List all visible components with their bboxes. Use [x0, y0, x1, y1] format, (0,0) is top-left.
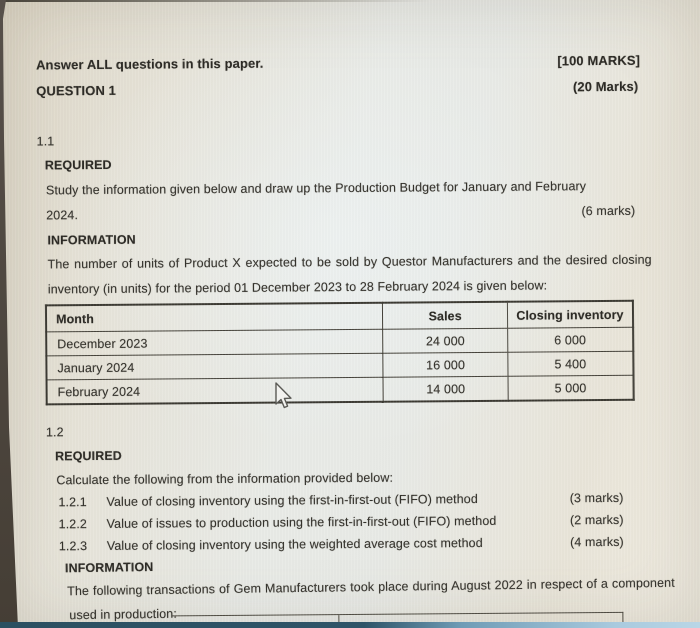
sub-question-text: Value of closing inventory using the wei…	[106, 535, 483, 553]
info-paragraph-line2: inventory (in units) for the period 01 D…	[47, 278, 548, 297]
total-marks: [100 MARKS]	[557, 52, 641, 69]
required-label-2: REQUIRED	[55, 448, 122, 464]
sub-question-text: Value of closing inventory using the fir…	[106, 492, 478, 509]
calculate-intro: Calculate the following from the informa…	[56, 470, 394, 488]
sub-question-marks: (2 marks)	[569, 512, 624, 528]
cell-month: February 2024	[46, 377, 384, 405]
col-header-month: Month	[45, 302, 384, 332]
col-header-closing-inventory: Closing inventory	[507, 300, 634, 329]
cell-closing: 5 400	[507, 351, 634, 377]
section-1-2-number: 1.2	[45, 425, 64, 440]
cell-month: January 2024	[46, 353, 384, 380]
sub-question-number: 1.2.3	[58, 539, 88, 554]
col-header-sales: Sales	[382, 301, 508, 330]
sub-question-1-2-3: 1.2.3 Value of closing inventory using t…	[59, 535, 624, 553]
task-text-line1: Study the information given below and dr…	[45, 179, 587, 198]
task-text-line2: 2024.	[46, 208, 79, 223]
cell-month: December 2023	[46, 329, 384, 356]
sub-question-1-2-1: 1.2.1 Value of closing inventory using t…	[58, 491, 623, 509]
sub-question-marks: (4 marks)	[570, 534, 624, 550]
gem-info-line2: used in production:	[69, 606, 177, 623]
sub-question-number: 1.2.1	[58, 495, 87, 510]
cell-sales: 14 000	[383, 376, 509, 402]
cell-closing: 6 000	[507, 327, 634, 353]
sub-question-1-2-2: 1.2.2 Value of issues to production usin…	[59, 513, 624, 531]
section-1-1-number: 1.1	[36, 134, 55, 149]
screen-bottom-edge	[0, 622, 700, 628]
paper-header-row: Answer ALL questions in this paper. [100…	[36, 53, 640, 73]
question-marks: (20 Marks)	[572, 78, 639, 95]
answer-instruction: Answer ALL questions in this paper.	[35, 55, 264, 73]
gem-info-line1: The following transactions of Gem Manufa…	[67, 575, 675, 599]
question-title: QUESTION 1	[36, 82, 117, 99]
sub-question-number: 1.2.2	[58, 517, 88, 532]
cell-sales: 16 000	[383, 352, 508, 378]
sub-question-marks: (3 marks)	[569, 490, 624, 506]
cell-sales: 24 000	[383, 328, 508, 354]
sub-question-text: Value of issues to production using the …	[106, 513, 497, 531]
info-paragraph-line1: The number of units of Product X expecte…	[47, 252, 652, 272]
information-label-1: INFORMATION	[47, 232, 136, 248]
mouse-pointer-icon	[275, 382, 292, 409]
screen-top-edge	[0, 0, 430, 2]
table-row: February 2024 14 000 5 000	[46, 375, 634, 405]
cell-closing: 5 000	[507, 375, 634, 401]
task-text-line2-row: 2024. (6 marks)	[46, 204, 635, 223]
sales-inventory-table: Month Sales Closing inventory December 2…	[44, 299, 635, 406]
information-label-2: INFORMATION	[64, 560, 154, 576]
required-label-1: REQUIRED	[44, 157, 112, 173]
task-marks: (6 marks)	[581, 203, 636, 219]
question-header-row: QUESTION 1 (20 Marks)	[36, 79, 638, 99]
